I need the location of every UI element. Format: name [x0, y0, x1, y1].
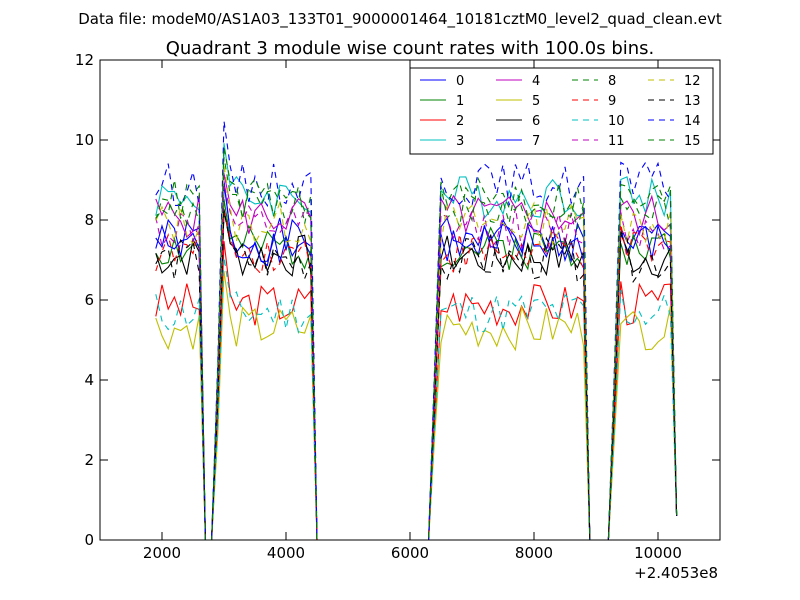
legend-label-9: 9: [608, 94, 616, 109]
x-tick-label: 6000: [391, 544, 429, 562]
legend-label-0: 0: [456, 74, 464, 89]
legend-label-14: 14: [684, 114, 701, 129]
series-line-3: [155, 143, 678, 541]
series-line-10: [155, 257, 678, 541]
series-line-5: [155, 271, 678, 541]
series-line-6: [155, 209, 678, 541]
y-tick-label: 2: [84, 451, 94, 469]
chart-title: Quadrant 3 module wise count rates with …: [166, 38, 655, 59]
x-tick-label: 2000: [143, 544, 181, 562]
legend-label-11: 11: [608, 134, 625, 149]
legend-label-5: 5: [532, 94, 540, 109]
x-tick-label: 10000: [634, 544, 682, 562]
y-tick-label: 0: [84, 531, 94, 549]
y-tick-label: 8: [84, 211, 94, 229]
legend-label-7: 7: [532, 134, 540, 149]
y-tick-label: 6: [84, 291, 94, 309]
series-line-11: [155, 182, 678, 541]
legend-label-8: 8: [608, 74, 616, 89]
series-line-9: [155, 211, 678, 541]
legend-label-4: 4: [532, 74, 540, 89]
y-tick-label: 4: [84, 371, 94, 389]
legend-label-3: 3: [456, 134, 464, 149]
x-offset-label: +2.4053e8: [634, 564, 718, 582]
legend-label-6: 6: [532, 114, 540, 129]
series-line-2: [155, 241, 678, 541]
legend-label-1: 1: [456, 94, 464, 109]
data-file-header: Data file: modeM0/AS1A03_133T01_90000014…: [78, 10, 722, 29]
y-tick-label: 10: [75, 131, 94, 149]
x-tick-label: 4000: [267, 544, 305, 562]
y-tick-label: 12: [75, 51, 94, 69]
legend-label-12: 12: [684, 74, 701, 89]
series-line-4: [155, 173, 678, 541]
series-line-13: [155, 210, 678, 541]
series-line-1: [155, 199, 678, 541]
series-line-15: [155, 147, 678, 541]
series-line-8: [155, 157, 678, 541]
legend-label-2: 2: [456, 114, 464, 129]
series-layer: [155, 121, 678, 541]
x-tick-label: 8000: [515, 544, 553, 562]
series-line-0: [155, 181, 678, 541]
legend-label-10: 10: [608, 114, 625, 129]
legend-label-13: 13: [684, 94, 701, 109]
legend-label-15: 15: [684, 134, 701, 149]
